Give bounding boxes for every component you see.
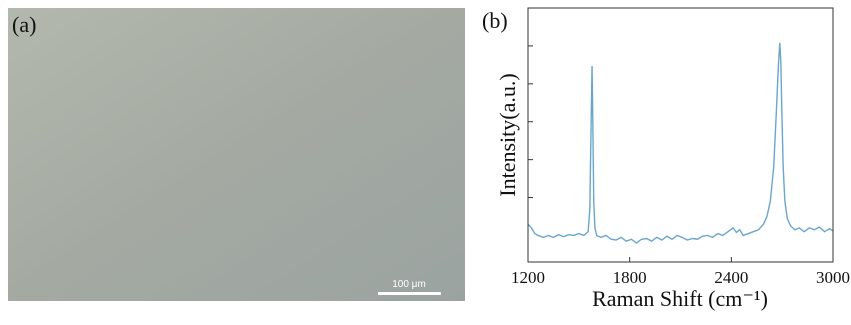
panel-label: (a) — [12, 12, 36, 37]
x-axis-label: Raman Shift (cm⁻¹) — [592, 286, 768, 311]
x-tick-label: 1800 — [613, 268, 647, 287]
panel-label: (b) — [482, 8, 508, 33]
x-tick-label: 1200 — [511, 268, 545, 287]
y-axis-label: Intensity(a.u.) — [495, 73, 520, 196]
x-tick-label: 3000 — [816, 268, 850, 287]
x-tick-label: 2400 — [714, 268, 748, 287]
scale-bar-label: 100 μm — [392, 279, 426, 290]
axes-frame — [528, 8, 833, 262]
figure: (a) 100 μm (b) Intensity(a.u.) Raman Shi… — [0, 0, 851, 320]
spectrum-line — [528, 43, 833, 243]
scale-bar — [378, 292, 441, 295]
micrograph — [8, 8, 465, 301]
